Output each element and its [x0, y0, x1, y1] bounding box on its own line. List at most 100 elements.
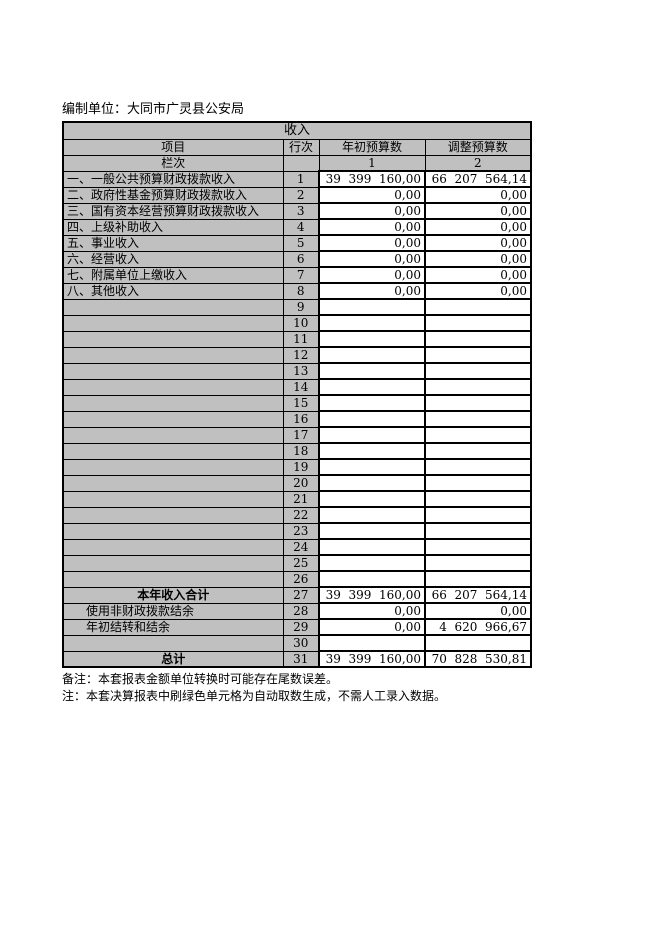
- table-row: 17: [62, 426, 533, 444]
- adjusted-budget-cell: [423, 362, 533, 380]
- item-cell: [62, 298, 284, 316]
- adjusted-budget-cell: 4 620 966,67: [423, 618, 533, 636]
- initial-budget-cell: 39 399 160,00: [318, 170, 426, 188]
- initial-budget-cell: [318, 490, 426, 508]
- table-row: 14: [62, 378, 533, 396]
- item-cell: 六、经营收入: [62, 250, 284, 268]
- item-cell: [62, 378, 284, 396]
- row-number-cell: 29: [282, 618, 320, 636]
- header-row-number: 行次: [282, 139, 320, 156]
- adjusted-budget-cell: [423, 442, 533, 460]
- table-row: 三、国有资本经营预算财政拨款收入 3 0,00 0,00: [62, 202, 533, 220]
- column-index-1: 1: [318, 155, 426, 172]
- item-cell: 八、其他收入: [62, 282, 284, 300]
- table-row: 七、附属单位上缴收入 7 0,00 0,00: [62, 266, 533, 284]
- table-row: 26: [62, 570, 533, 588]
- initial-budget-cell: 0,00: [318, 218, 426, 236]
- compiling-unit-label: 编制单位：大同市广灵县公安局: [62, 102, 245, 117]
- row-number-cell: 13: [282, 362, 320, 380]
- item-cell: [62, 570, 284, 588]
- adjusted-budget-cell: [423, 378, 533, 396]
- table-row: 五、事业收入 5 0,00 0,00: [62, 234, 533, 252]
- initial-budget-cell: 0,00: [318, 234, 426, 252]
- initial-budget-cell: [318, 538, 426, 556]
- initial-budget-cell: 0,00: [318, 602, 426, 620]
- item-cell: [62, 362, 284, 380]
- adjusted-budget-cell: [423, 330, 533, 348]
- adjusted-budget-cell: 0,00: [423, 250, 533, 268]
- item-cell: [62, 346, 284, 364]
- row-number-cell: 26: [282, 570, 320, 588]
- initial-budget-cell: [318, 378, 426, 396]
- row-number-cell: 5: [282, 234, 320, 252]
- adjusted-budget-cell: [423, 426, 533, 444]
- item-cell: [62, 442, 284, 460]
- initial-budget-cell: [318, 394, 426, 412]
- row-number-cell: 6: [282, 250, 320, 268]
- initial-budget-cell: [318, 330, 426, 348]
- row-number-cell: 3: [282, 202, 320, 220]
- table-row: 年初结转和结余 29 0,00 4 620 966,67: [62, 618, 533, 636]
- adjusted-budget-cell: [423, 314, 533, 332]
- table-row: 23: [62, 522, 533, 540]
- adjusted-budget-cell: [423, 394, 533, 412]
- header-adjusted-budget: 调整预算数: [424, 139, 532, 156]
- row-number-cell: 19: [282, 458, 320, 476]
- table-row: 11: [62, 330, 533, 348]
- column-index-row: 栏次 1 2: [62, 155, 532, 172]
- table-header-row: 项目 行次 年初预算数 调整预算数: [62, 139, 532, 156]
- item-cell: [62, 426, 284, 444]
- initial-budget-cell: [318, 458, 426, 476]
- item-cell: 使用非财政拨款结余: [62, 602, 284, 620]
- report-page: 编制单位：大同市广灵县公安局 收入 项目 行次 年初预算数 调整预算数 栏次 1…: [62, 102, 533, 705]
- table-row: 21: [62, 490, 533, 508]
- adjusted-budget-cell: 66 207 564,14: [423, 586, 533, 604]
- row-number-cell: 11: [282, 330, 320, 348]
- adjusted-budget-cell: [423, 570, 533, 588]
- initial-budget-cell: [318, 506, 426, 524]
- initial-budget-cell: [318, 314, 426, 332]
- row-number-cell: 2: [282, 186, 320, 204]
- note-green-cells: 注：本套决算报表中刷绿色单元格为自动取数生成，不需人工录入数据。: [62, 689, 447, 703]
- item-cell: [62, 314, 284, 332]
- item-cell: [62, 522, 284, 540]
- initial-budget-cell: [318, 410, 426, 428]
- table-row: 10: [62, 314, 533, 332]
- row-number-cell: 22: [282, 506, 320, 524]
- row-number-cell: 1: [282, 170, 320, 188]
- initial-budget-cell: 0,00: [318, 282, 426, 300]
- row-number-cell: 18: [282, 442, 320, 460]
- table-row: 八、其他收入 8 0,00 0,00: [62, 282, 533, 300]
- table-row: 22: [62, 506, 533, 524]
- initial-budget-cell: 39 399 160,00: [318, 650, 426, 668]
- table-row: 18: [62, 442, 533, 460]
- item-cell: [62, 330, 284, 348]
- adjusted-budget-cell: 0,00: [423, 602, 533, 620]
- row-number-cell: 15: [282, 394, 320, 412]
- table-row: 六、经营收入 6 0,00 0,00: [62, 250, 533, 268]
- initial-budget-cell: [318, 362, 426, 380]
- row-number-cell: 28: [282, 602, 320, 620]
- initial-budget-cell: 0,00: [318, 266, 426, 284]
- adjusted-budget-cell: 70 828 530,81: [423, 650, 533, 668]
- table-row: 二、政府性基金预算财政拨款收入 2 0,00 0,00: [62, 186, 533, 204]
- header-initial-budget: 年初预算数: [318, 139, 426, 156]
- adjusted-budget-cell: [423, 458, 533, 476]
- initial-budget-cell: [318, 474, 426, 492]
- adjusted-budget-cell: [423, 506, 533, 524]
- item-cell: [62, 506, 284, 524]
- item-cell: [62, 554, 284, 572]
- row-number-cell: 21: [282, 490, 320, 508]
- table-row: 24: [62, 538, 533, 556]
- item-cell: [62, 538, 284, 556]
- item-cell: [62, 458, 284, 476]
- initial-budget-cell: 0,00: [318, 202, 426, 220]
- adjusted-budget-cell: [423, 522, 533, 540]
- row-number-cell: 17: [282, 426, 320, 444]
- initial-budget-cell: 39 399 160,00: [318, 586, 426, 604]
- column-index-label: 栏次: [62, 155, 284, 172]
- table-row: 19: [62, 458, 533, 476]
- item-cell: 七、附属单位上缴收入: [62, 266, 284, 284]
- adjusted-budget-cell: [423, 410, 533, 428]
- table-row: 四、上级补助收入 4 0,00 0,00: [62, 218, 533, 236]
